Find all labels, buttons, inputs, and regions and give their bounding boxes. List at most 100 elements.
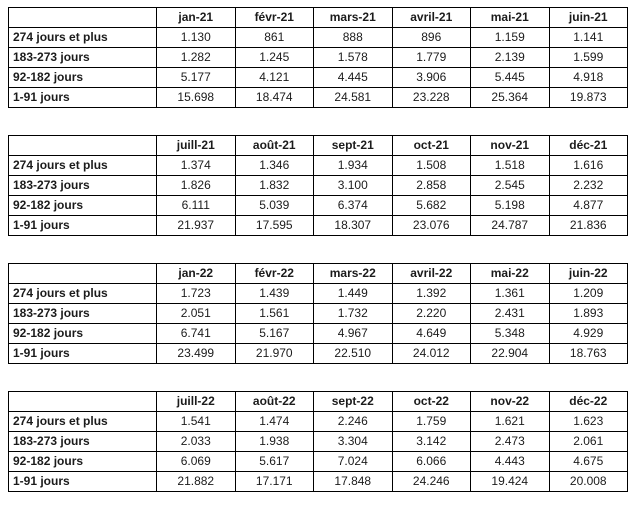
table-cell: 6.069 bbox=[156, 451, 236, 472]
table-row: 274 jours et plus 1.541 1.474 2.246 1.759 1.6… bbox=[8, 411, 628, 432]
row-label: 274 jours et plus bbox=[8, 411, 157, 432]
column-header: jan-21 bbox=[156, 7, 236, 28]
row-label: 1-91 jours bbox=[8, 471, 157, 492]
table-cell: 6.111 bbox=[156, 195, 236, 216]
table-row: 92-182 jours 5.177 4.121 4.445 3.906 5.445 4.9… bbox=[8, 67, 628, 88]
column-header: juill-22 bbox=[156, 391, 236, 412]
table-cell: 6.374 bbox=[313, 195, 393, 216]
table-cell: 22.904 bbox=[470, 343, 550, 364]
table-cell: 2.033 bbox=[156, 431, 236, 452]
table-cell: 2.220 bbox=[391, 303, 471, 324]
table-cell: 1.623 bbox=[548, 411, 628, 432]
table-cell: 1.449 bbox=[313, 283, 393, 304]
corner-cell bbox=[8, 391, 157, 412]
table-cell: 1.832 bbox=[234, 175, 314, 196]
table-cell: 7.024 bbox=[313, 451, 393, 472]
header-row: jan-22 févr-22 mars-22 avril-22 mai-22 juin-2… bbox=[8, 263, 628, 284]
table-cell: 2.061 bbox=[548, 431, 628, 452]
column-header: avril-22 bbox=[391, 263, 471, 284]
column-header: févr-21 bbox=[234, 7, 314, 28]
table-cell: 1.141 bbox=[548, 27, 628, 48]
table-cell: 5.167 bbox=[234, 323, 314, 344]
column-header: nov-22 bbox=[470, 391, 550, 412]
table-row: 183-273 jours 1.826 1.832 3.100 2.858 2.545 2.… bbox=[8, 175, 628, 196]
table-row: 183-273 jours 1.282 1.245 1.578 1.779 2.139 1.… bbox=[8, 47, 628, 68]
table-row: 183-273 jours 2.033 1.938 3.304 3.142 2.473 2.… bbox=[8, 431, 628, 452]
table-cell: 896 bbox=[391, 27, 471, 48]
table-cell: 2.473 bbox=[470, 431, 550, 452]
table-cell: 2.431 bbox=[470, 303, 550, 324]
table-cell: 23.076 bbox=[391, 215, 471, 236]
table-cell: 4.877 bbox=[548, 195, 628, 216]
table-cell: 5.039 bbox=[234, 195, 314, 216]
table-row: 183-273 jours 2.051 1.561 1.732 2.220 2.431 1.… bbox=[8, 303, 628, 324]
table-row: 1-91 jours 21.882 17.171 17.848 24.246 19.424… bbox=[8, 471, 628, 492]
table-cell: 1.621 bbox=[470, 411, 550, 432]
table-cell: 23.499 bbox=[156, 343, 236, 364]
row-label: 92-182 jours bbox=[8, 323, 157, 344]
table-cell: 1.759 bbox=[391, 411, 471, 432]
column-header: mai-21 bbox=[470, 7, 550, 28]
table-cell: 4.445 bbox=[313, 67, 393, 88]
column-header: juin-22 bbox=[548, 263, 628, 284]
table-cell: 21.836 bbox=[548, 215, 628, 236]
column-header: juin-21 bbox=[548, 7, 628, 28]
table-cell: 5.177 bbox=[156, 67, 236, 88]
table-cell: 1.541 bbox=[156, 411, 236, 432]
column-header: jan-22 bbox=[156, 263, 236, 284]
column-header: mars-21 bbox=[313, 7, 393, 28]
table-cell: 1.934 bbox=[313, 155, 393, 176]
table-cell: 6.066 bbox=[391, 451, 471, 472]
table-cell: 3.304 bbox=[313, 431, 393, 452]
table-row: 274 jours et plus 1.130 861 888 896 1.159 1.14… bbox=[8, 27, 628, 48]
table-cell: 1.209 bbox=[548, 283, 628, 304]
table-cell: 4.443 bbox=[470, 451, 550, 472]
row-label: 1-91 jours bbox=[8, 87, 157, 108]
table-cell: 22.510 bbox=[313, 343, 393, 364]
table-cell: 1.361 bbox=[470, 283, 550, 304]
table-cell: 5.617 bbox=[234, 451, 314, 472]
table-cell: 4.929 bbox=[548, 323, 628, 344]
column-header: févr-22 bbox=[234, 263, 314, 284]
column-header: août-21 bbox=[234, 135, 314, 156]
column-header: nov-21 bbox=[470, 135, 550, 156]
row-label: 92-182 jours bbox=[8, 67, 157, 88]
column-header: sept-22 bbox=[313, 391, 393, 412]
table-row: 92-182 jours 6.069 5.617 7.024 6.066 4.443 4.6… bbox=[8, 451, 628, 472]
table-cell: 1.508 bbox=[391, 155, 471, 176]
table-cell: 21.970 bbox=[234, 343, 314, 364]
table-cell: 4.967 bbox=[313, 323, 393, 344]
table-row: 92-182 jours 6.741 5.167 4.967 4.649 5.348 4.9… bbox=[8, 323, 628, 344]
corner-cell bbox=[8, 263, 157, 284]
table-cell: 24.012 bbox=[391, 343, 471, 364]
table-cell: 4.918 bbox=[548, 67, 628, 88]
table-cell: 1.374 bbox=[156, 155, 236, 176]
table-cell: 6.741 bbox=[156, 323, 236, 344]
table-cell: 1.578 bbox=[313, 47, 393, 68]
column-header: mai-22 bbox=[470, 263, 550, 284]
column-header: sept-21 bbox=[313, 135, 393, 156]
table-cell: 17.171 bbox=[234, 471, 314, 492]
table-cell: 3.142 bbox=[391, 431, 471, 452]
table-cell: 3.906 bbox=[391, 67, 471, 88]
table-cell: 19.873 bbox=[548, 87, 628, 108]
table-row: 1-91 jours 21.937 17.595 18.307 23.076 24.787… bbox=[8, 215, 628, 236]
table-cell: 2.545 bbox=[470, 175, 550, 196]
table-cell: 2.246 bbox=[313, 411, 393, 432]
corner-cell bbox=[8, 7, 157, 28]
row-label: 183-273 jours bbox=[8, 303, 157, 324]
table-cell: 24.246 bbox=[391, 471, 471, 492]
row-label: 1-91 jours bbox=[8, 343, 157, 364]
table-cell: 2.051 bbox=[156, 303, 236, 324]
column-header: août-22 bbox=[234, 391, 314, 412]
table-cell: 861 bbox=[234, 27, 314, 48]
header-row: jan-21 févr-21 mars-21 avril-21 mai-21 juin-2… bbox=[8, 7, 628, 28]
table-cell: 1.826 bbox=[156, 175, 236, 196]
table-cell: 24.787 bbox=[470, 215, 550, 236]
table-cell: 15.698 bbox=[156, 87, 236, 108]
table-cell: 2.858 bbox=[391, 175, 471, 196]
table-cell: 1.130 bbox=[156, 27, 236, 48]
table-cell: 18.307 bbox=[313, 215, 393, 236]
column-header: juill-21 bbox=[156, 135, 236, 156]
table-cell: 1.616 bbox=[548, 155, 628, 176]
